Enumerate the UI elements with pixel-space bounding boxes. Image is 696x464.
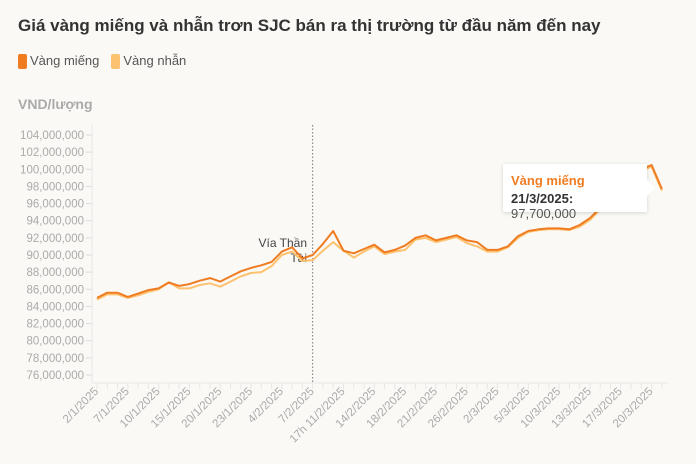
legend-label: Vàng nhẫn [123, 53, 187, 68]
y-tick-label: 80,000,000 [26, 336, 84, 348]
y-axis-label: VND/lượng [18, 96, 93, 112]
y-tick-label: 86,000,000 [26, 284, 84, 296]
y-tick-label: 94,000,000 [26, 216, 84, 228]
y-tick-label: 96,000,000 [26, 199, 84, 211]
y-tick-label: 100,000,000 [20, 164, 84, 176]
legend: Vàng miếng Vàng nhẫn [18, 53, 187, 70]
y-tick-label: 98,000,000 [26, 181, 84, 193]
series-line-vang-mieng [96, 164, 663, 299]
y-tick-label: 88,000,000 [26, 267, 84, 279]
legend-item-vang-nhan[interactable]: Vàng nhẫn [111, 53, 187, 70]
tooltip-series: Vàng miếng [511, 173, 585, 188]
legend-swatch [111, 54, 121, 70]
y-tick-label: 90,000,000 [26, 250, 84, 262]
annotation-label: Vía Thần [259, 236, 307, 250]
y-tick-label: 82,000,000 [26, 319, 84, 331]
legend-swatch [18, 54, 27, 70]
legend-label: Vàng miếng [30, 53, 100, 68]
tooltip-value: 97,700,000 [511, 206, 577, 221]
y-tick-label: 84,000,000 [26, 301, 84, 313]
tooltip-date: 21/3/2025: [511, 191, 574, 206]
y-tick-label: 92,000,000 [26, 233, 84, 245]
y-tick-label: 78,000,000 [26, 353, 84, 365]
y-tick-label: 76,000,000 [26, 370, 84, 382]
tooltip: Vàng miếng 21/3/2025: 97,700,000 [503, 164, 655, 221]
y-tick-label: 102,000,000 [20, 147, 84, 159]
chart-title: Giá vàng miếng và nhẫn trơn SJC bán ra t… [18, 16, 601, 35]
legend-item-vang-mieng[interactable]: Vàng miếng [18, 53, 100, 70]
y-tick-label: 104,000,000 [20, 130, 84, 142]
